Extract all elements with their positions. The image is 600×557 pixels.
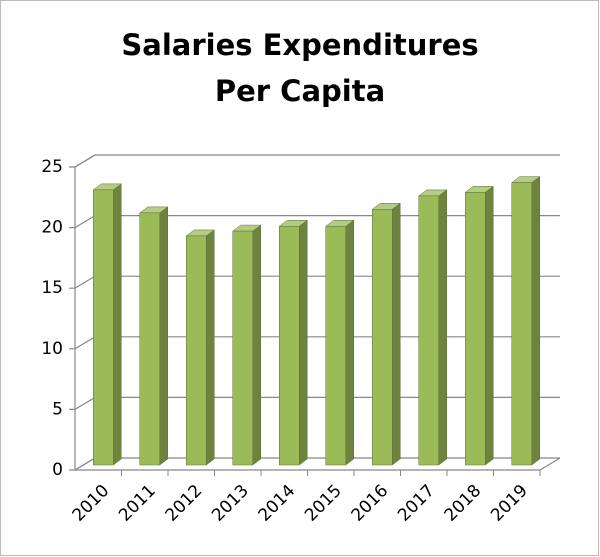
bar-side (531, 176, 540, 466)
bar-front (465, 192, 486, 466)
bar (371, 202, 401, 466)
bar (418, 189, 448, 466)
bar-front (232, 230, 253, 466)
y-tick-label: 25 (41, 157, 63, 177)
y-tick-label: 10 (41, 339, 63, 359)
bar (139, 206, 169, 466)
bar (185, 229, 215, 466)
bar-front (325, 225, 346, 466)
bar-front (372, 209, 393, 466)
bar-front (139, 212, 160, 466)
bar-front (93, 189, 114, 466)
y-tick-label: 20 (41, 218, 63, 238)
bar-side (299, 219, 308, 466)
bar (92, 183, 122, 466)
bar-side (252, 224, 261, 466)
bar (232, 224, 262, 466)
bar-side (206, 229, 215, 466)
bar-front (511, 182, 532, 466)
bar-side (392, 202, 401, 466)
y-tick-label: 0 (52, 460, 63, 480)
bar-side (159, 206, 168, 466)
bar-side (345, 219, 354, 466)
bar-front (186, 235, 207, 466)
grid-line (69, 154, 560, 168)
bar-front (418, 195, 439, 466)
bar (325, 219, 355, 466)
y-tick-label: 5 (52, 399, 63, 419)
bar-side (485, 185, 494, 466)
y-tick-label: 15 (41, 278, 63, 298)
bar-side (438, 189, 447, 466)
bar-side (113, 183, 122, 466)
bar (511, 176, 541, 466)
chart-title: Salaries Expenditures Per Capita (121, 28, 479, 108)
bar (278, 219, 308, 466)
bar (464, 185, 494, 466)
bar-front (279, 225, 300, 466)
grid-line (69, 215, 560, 229)
